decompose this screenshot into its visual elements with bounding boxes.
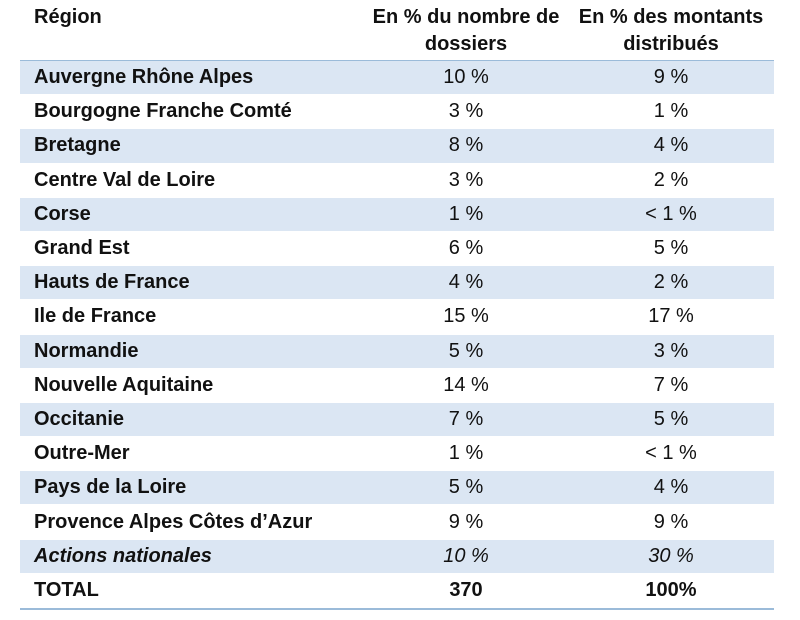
header-region: Région — [34, 6, 102, 28]
cell-region: Auvergne Rhône Alpes — [34, 66, 254, 89]
table-row: Nouvelle Aquitaine 14 % 7 % — [20, 369, 774, 403]
cell-montants: 3 % — [653, 339, 689, 362]
cell-dossiers: 3 % — [448, 100, 484, 123]
cell-dossiers: 15 % — [443, 305, 489, 328]
table-row: Provence Alpes Côtes d’Azur 9 % 9 % — [20, 505, 774, 540]
cell-region: Occitanie — [34, 407, 125, 430]
header-dossiers: En % du nombre de dossiers — [372, 6, 560, 55]
cell-montants: 9 % — [653, 66, 689, 89]
cell-dossiers: 1 % — [448, 202, 484, 225]
table-row: Hauts de France 4 % 2 % — [20, 266, 774, 301]
cell-montants: 100% — [645, 578, 697, 601]
table-row: Bretagne 8 % 4 % — [20, 129, 774, 164]
cell-montants: 4 % — [653, 476, 689, 499]
cell-montants: < 1 % — [645, 442, 697, 465]
table-row: Outre-Mer 1 % < 1 % — [20, 437, 774, 472]
cell-montants: 30 % — [648, 544, 694, 567]
table-row: Bourgogne Franche Comté 3 % 1 % — [20, 95, 774, 130]
cell-region: Grand Est — [34, 237, 130, 260]
cell-region: Provence Alpes Côtes d’Azur — [34, 510, 313, 533]
cell-dossiers: 5 % — [448, 339, 484, 362]
cell-dossiers: 8 % — [448, 134, 484, 157]
cell-dossiers: 10 % — [443, 544, 489, 567]
cell-montants: 7 % — [653, 373, 689, 396]
cell-dossiers: 1 % — [448, 442, 484, 465]
table-row: Actions nationales 10 % 30 % — [20, 539, 774, 574]
cell-region: Pays de la Loire — [34, 476, 187, 499]
cell-region: Normandie — [34, 339, 139, 362]
cell-region: Ile de France — [34, 305, 157, 328]
cell-dossiers: 9 % — [448, 510, 484, 533]
cell-region: Corse — [34, 202, 91, 225]
cell-dossiers: 14 % — [443, 373, 489, 396]
cell-montants: < 1 % — [645, 202, 697, 225]
table-row: Normandie 5 % 3 % — [20, 334, 774, 369]
table-row: Auvergne Rhône Alpes 10 % 9 % — [20, 61, 774, 96]
cell-dossiers: 370 — [449, 578, 483, 601]
cell-montants: 2 % — [653, 271, 689, 294]
cell-montants: 17 % — [648, 305, 694, 328]
table-row: Corse 1 % < 1 % — [20, 197, 774, 232]
cell-region: Hauts de France — [34, 271, 190, 294]
cell-region: Outre-Mer — [34, 442, 130, 465]
cell-montants: 1 % — [653, 100, 689, 123]
table-row: Occitanie 7 % 5 % — [20, 402, 774, 438]
cell-montants: 4 % — [653, 134, 689, 157]
cell-region: Bretagne — [34, 134, 121, 157]
cell-montants: 9 % — [653, 510, 689, 533]
table-row: Grand Est 6 % 5 % — [20, 232, 774, 267]
cell-montants: 2 % — [653, 168, 689, 191]
cell-dossiers: 4 % — [448, 271, 484, 294]
cell-dossiers: 6 % — [448, 237, 484, 260]
cell-montants: 5 % — [653, 407, 689, 430]
header-montants: En % des montants distribués — [578, 6, 764, 55]
cell-region: TOTAL — [34, 578, 99, 601]
cell-dossiers: 10 % — [443, 66, 489, 89]
cell-region: Bourgogne Franche Comté — [34, 100, 292, 123]
cell-region: Actions nationales — [34, 544, 212, 567]
table-header-row: Région En % du nombre de dossiers En % d… — [20, 0, 774, 61]
cell-dossiers: 5 % — [448, 476, 484, 499]
cell-region: Centre Val de Loire — [34, 168, 216, 191]
table-row: Pays de la Loire 5 % 4 % — [20, 471, 774, 506]
cell-region: Nouvelle Aquitaine — [34, 373, 214, 396]
cell-montants: 5 % — [653, 237, 689, 260]
cell-dossiers: 7 % — [448, 407, 484, 430]
table-total-row: TOTAL 370 100% — [20, 574, 774, 608]
table-row: Centre Val de Loire 3 % 2 % — [20, 164, 774, 198]
region-distribution-table: Région En % du nombre de dossiers En % d… — [20, 0, 774, 610]
cell-dossiers: 3 % — [448, 168, 484, 191]
table-row: Ile de France 15 % 17 % — [20, 300, 774, 335]
